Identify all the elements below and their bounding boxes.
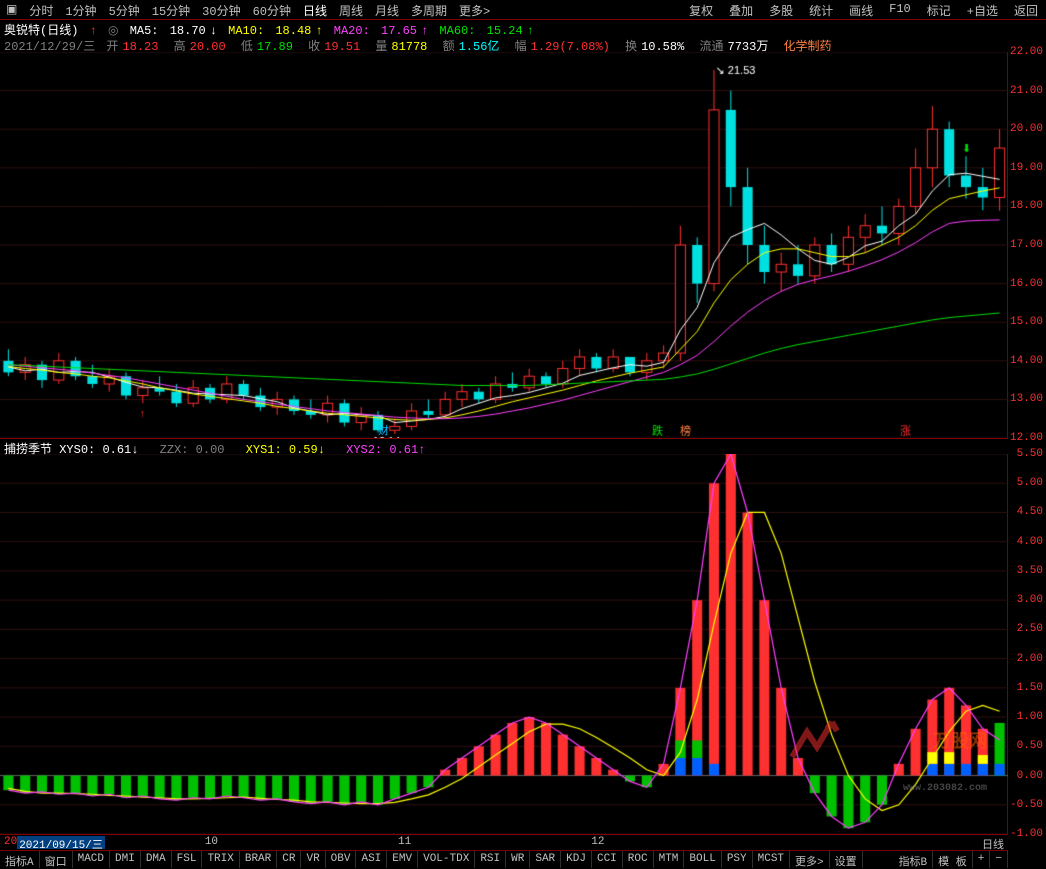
indicator-tab-DMA[interactable]: DMA bbox=[141, 851, 172, 868]
indicator-tab-MCST[interactable]: MCST bbox=[753, 851, 790, 868]
watermark: 万股网 www.203082.com bbox=[782, 717, 987, 794]
timeframe-周线[interactable]: 周线 bbox=[333, 0, 369, 19]
timeframe-分时[interactable]: 分时 bbox=[23, 0, 59, 19]
indicator-tab-VR[interactable]: VR bbox=[301, 851, 325, 868]
indicator-tabs: 指标A窗口MACDDMIDMAFSLTRIXBRARCRVROBVASIEMVV… bbox=[0, 850, 1008, 868]
ma5-label: MA5: 18.70↓ bbox=[130, 24, 217, 38]
indicator-tab-窗口[interactable]: 窗口 bbox=[40, 851, 73, 868]
timeframe-30分钟[interactable]: 30分钟 bbox=[196, 0, 246, 19]
indicator-tab-FSL[interactable]: FSL bbox=[172, 851, 203, 868]
timeframe-15分钟[interactable]: 15分钟 bbox=[146, 0, 196, 19]
ohlc-info-line: 2021/12/29/三 开18.23 高20.00 低17.89 收19.51… bbox=[0, 36, 1008, 52]
indicator-tab-ROC[interactable]: ROC bbox=[623, 851, 654, 868]
toolbar-F10[interactable]: F10 bbox=[881, 0, 919, 19]
indicator-info-line: 捕捞季节 XYS0: 0.61↓ ZZX: 0.00 XYS1: 0.59↓ X… bbox=[0, 438, 1008, 454]
price-axis: 12.0013.0014.0015.0016.0017.0018.0019.00… bbox=[1007, 52, 1045, 438]
timeframe-bar: ▣分时1分钟5分钟15分钟30分钟60分钟日线周线月线多周期更多>复权叠加多股统… bbox=[0, 0, 1046, 20]
timeframe-月线[interactable]: 月线 bbox=[369, 0, 405, 19]
indicator-tab-PSY[interactable]: PSY bbox=[722, 851, 753, 868]
indicator-tab-EMV[interactable]: EMV bbox=[387, 851, 418, 868]
indicator-tab-OBV[interactable]: OBV bbox=[326, 851, 357, 868]
stock-info-line: 奥锐特(日线) ↑ ◎ MA5: 18.70↓ MA10: 18.48↑ MA2… bbox=[0, 20, 1008, 36]
indicator-tab-DMI[interactable]: DMI bbox=[110, 851, 141, 868]
indicator-tab-WR[interactable]: WR bbox=[506, 851, 530, 868]
toolbar-画线[interactable]: 画线 bbox=[841, 0, 881, 19]
stock-name: 奥锐特(日线) bbox=[4, 24, 78, 38]
timeframe-日线[interactable]: 日线 bbox=[297, 0, 333, 19]
cai-marker: 财 bbox=[378, 422, 389, 438]
ma60-label: MA60: 15.24↑ bbox=[439, 24, 533, 38]
indicator-tab-SAR[interactable]: SAR bbox=[530, 851, 561, 868]
indicator-tab-CCI[interactable]: CCI bbox=[592, 851, 623, 868]
timeframe-多周期[interactable]: 多周期 bbox=[405, 0, 453, 19]
timeframe-更多>[interactable]: 更多> bbox=[453, 0, 496, 19]
indicator-tab-MTM[interactable]: MTM bbox=[654, 851, 685, 868]
ma10-label: MA10: 18.48↑ bbox=[228, 24, 322, 38]
indicator-tab-ASI[interactable]: ASI bbox=[356, 851, 387, 868]
indicator-tab-更多>[interactable]: 更多> bbox=[790, 851, 830, 868]
toolbar-复权[interactable]: 复权 bbox=[681, 0, 721, 19]
up-arrow-icon: ↑ bbox=[90, 24, 97, 38]
toolbar-标记[interactable]: 标记 bbox=[919, 0, 959, 19]
indicator-chart[interactable]: -1.00-0.500.000.501.001.502.002.503.003.… bbox=[0, 454, 1008, 834]
timeframe-5分钟[interactable]: 5分钟 bbox=[103, 0, 146, 19]
timeframe-1分钟[interactable]: 1分钟 bbox=[59, 0, 102, 19]
indicator-tab-KDJ[interactable]: KDJ bbox=[561, 851, 592, 868]
indicator-tab-VOL-TDX[interactable]: VOL-TDX bbox=[418, 851, 475, 868]
indicator-tab-BOLL[interactable]: BOLL bbox=[684, 851, 721, 868]
indicator-tab-BRAR[interactable]: BRAR bbox=[240, 851, 277, 868]
timeframe-60分钟[interactable]: 60分钟 bbox=[247, 0, 297, 19]
indicator-tab-RSI[interactable]: RSI bbox=[475, 851, 506, 868]
toolbar-多股[interactable]: 多股 bbox=[761, 0, 801, 19]
toolbar-返回[interactable]: 返回 bbox=[1006, 0, 1046, 19]
indicator-tab-TRIX[interactable]: TRIX bbox=[202, 851, 239, 868]
main-kline-chart[interactable]: 12.0013.0014.0015.0016.0017.0018.0019.00… bbox=[0, 52, 1008, 438]
toolbar-统计[interactable]: 统计 bbox=[801, 0, 841, 19]
indicator-axis: -1.00-0.500.000.501.001.502.002.503.003.… bbox=[1007, 454, 1045, 834]
indicator-tab-CR[interactable]: CR bbox=[277, 851, 301, 868]
toolbar-+自选[interactable]: +自选 bbox=[959, 0, 1006, 19]
timeline-bar: 202021/09/15/三 10 11 12 日线 bbox=[0, 834, 1008, 850]
toolbar-叠加[interactable]: 叠加 bbox=[721, 0, 761, 19]
ma20-label: MA20: 17.65↑ bbox=[334, 24, 428, 38]
indicator-tab-设置[interactable]: 设置 bbox=[830, 851, 863, 868]
indicator-tab-指标A[interactable]: 指标A bbox=[0, 851, 40, 868]
indicator-tab-MACD[interactable]: MACD bbox=[73, 851, 110, 868]
